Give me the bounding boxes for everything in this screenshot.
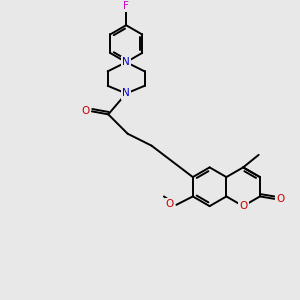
Text: O: O [81, 106, 89, 116]
Text: O: O [277, 194, 285, 204]
Text: O: O [166, 199, 174, 209]
Text: O: O [239, 201, 247, 211]
Text: F: F [123, 1, 129, 11]
Text: N: N [122, 57, 130, 67]
Text: N: N [122, 88, 130, 98]
